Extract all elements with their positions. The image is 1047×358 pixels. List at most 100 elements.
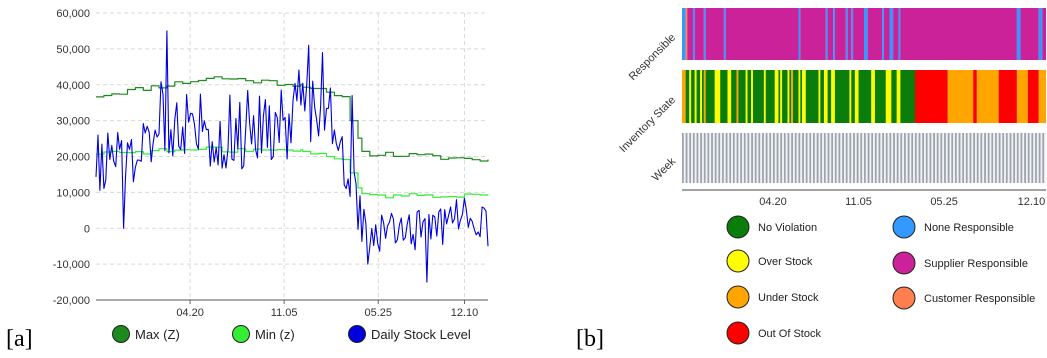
- legend-label: Max (Z): [135, 327, 180, 342]
- cell-over-stock: [689, 70, 692, 123]
- y-tick-label: 10,000: [56, 187, 90, 199]
- cell-none-responsible: [692, 8, 695, 60]
- week-cell: [978, 133, 981, 183]
- week-cell: [718, 133, 721, 183]
- cell-no-violation: [747, 70, 752, 123]
- cell-no-violation: [891, 70, 897, 123]
- cell-supplier-responsible: [800, 8, 826, 60]
- week-cell: [904, 133, 906, 183]
- week-cell: [1029, 133, 1032, 183]
- week-cell: [936, 133, 939, 183]
- week-cell: [1018, 133, 1021, 183]
- week-cell: [934, 133, 937, 183]
- y-tick-label: 60,000: [56, 8, 90, 20]
- legend-swatch: [726, 249, 750, 273]
- week-cell: [876, 133, 879, 183]
- cell-supplier-responsible: [867, 8, 883, 60]
- cell-under-stock: [703, 70, 706, 123]
- cell-under-stock: [736, 70, 739, 123]
- week-cell: [794, 133, 797, 183]
- cell-under-stock: [791, 70, 794, 123]
- week-cell: [692, 133, 695, 183]
- legend-swatch: [892, 286, 916, 310]
- week-cell: [833, 133, 835, 183]
- cell-none-responsible: [898, 8, 901, 60]
- x-tick-label: 04.20: [176, 307, 204, 319]
- cell-over-stock: [727, 70, 732, 123]
- cell-no-violation: [720, 70, 728, 123]
- cell-no-violation: [685, 70, 690, 123]
- week-cell: [698, 133, 701, 183]
- cell-over-stock: [849, 70, 852, 123]
- week-cell: [773, 133, 775, 183]
- week-cell: [1004, 133, 1007, 183]
- week-cell: [925, 133, 928, 183]
- week-cell: [838, 133, 841, 183]
- week-cell: [985, 133, 988, 183]
- week-cell: [787, 133, 790, 183]
- week-cell: [827, 133, 830, 183]
- week-cell: [818, 133, 821, 183]
- week-cell: [893, 133, 895, 183]
- week-cell: [803, 133, 806, 183]
- week-cell: [747, 133, 750, 183]
- cell-no-violation: [696, 70, 701, 123]
- week-cell: [913, 133, 916, 183]
- legend-item-daily-stock-level: Daily Stock Level: [348, 325, 471, 343]
- week-cell: [976, 133, 979, 183]
- week-cell: [949, 133, 952, 183]
- cell-out-of-stock: [1027, 70, 1039, 123]
- week-cell: [703, 133, 706, 183]
- week-cell: [898, 133, 901, 183]
- cell-no-violation: [820, 70, 825, 123]
- week-cell: [743, 133, 746, 183]
- week-cell: [842, 133, 845, 183]
- x-tick-label: 12.10: [1018, 196, 1046, 208]
- cell-under-stock: [1038, 70, 1047, 123]
- week-cell: [973, 133, 976, 183]
- week-cell: [1038, 133, 1041, 183]
- week-cell: [871, 133, 874, 183]
- week-cell: [987, 133, 990, 183]
- week-cell: [722, 133, 724, 183]
- week-cell: [849, 133, 852, 183]
- cell-over-stock: [871, 70, 875, 123]
- week-cell: [683, 133, 686, 183]
- cell-none-responsible: [1016, 8, 1021, 60]
- week-cell: [996, 133, 999, 183]
- week-cell: [867, 133, 870, 183]
- row-label: Week: [650, 155, 679, 184]
- cell-supplier-responsible: [694, 8, 704, 60]
- week-cell: [896, 133, 899, 183]
- legend-item-none-responsible: None Responsible: [892, 215, 1014, 239]
- week-cell: [760, 133, 763, 183]
- cell-over-stock: [751, 70, 754, 123]
- week-cell: [820, 133, 823, 183]
- week-cell: [811, 133, 814, 183]
- week-cell: [882, 133, 885, 183]
- cell-supplier-responsible: [725, 8, 799, 60]
- week-cell: [929, 133, 932, 183]
- week-cell: [902, 133, 905, 183]
- week-cell: [731, 133, 734, 183]
- cell-out-of-stock: [914, 70, 948, 123]
- week-cell: [873, 133, 875, 183]
- week-cell: [771, 133, 774, 183]
- cell-over-stock: [714, 70, 721, 123]
- cell-none-responsible: [889, 8, 894, 60]
- week-cell: [813, 133, 815, 183]
- week-cell: [862, 133, 865, 183]
- week-cell: [894, 133, 897, 183]
- week-cell: [831, 133, 834, 183]
- legend-label: Min (z): [255, 327, 295, 342]
- week-cell: [696, 133, 699, 183]
- week-cell: [1044, 133, 1047, 183]
- week-cell: [874, 133, 877, 183]
- week-cell: [829, 133, 832, 183]
- week-cell: [714, 133, 717, 183]
- week-cell: [962, 133, 965, 183]
- week-cell: [995, 133, 997, 183]
- week-cell: [1020, 133, 1023, 183]
- cell-none-responsible: [833, 8, 835, 60]
- week-cell: [847, 133, 850, 183]
